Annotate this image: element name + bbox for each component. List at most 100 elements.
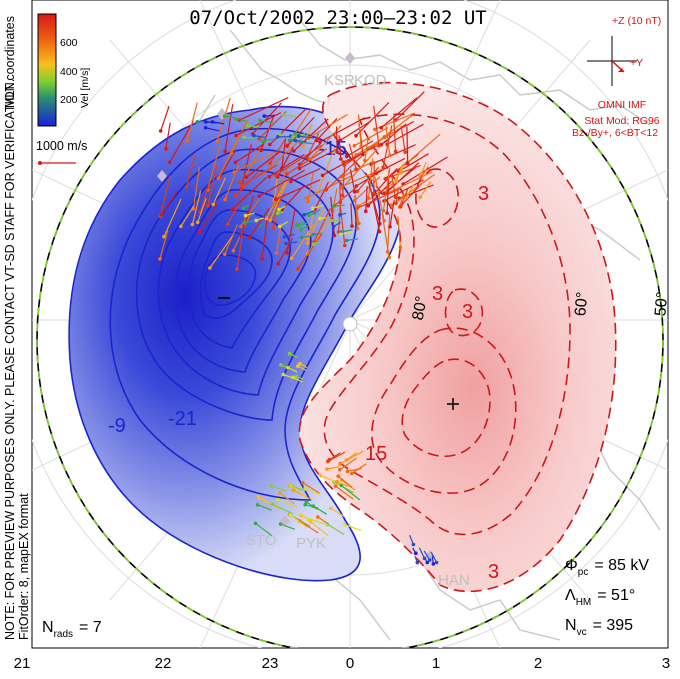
velocity-vector-origin: [243, 221, 247, 225]
station-han: HAN: [438, 572, 470, 589]
fit-order-note: FitOrder: 8, mapEX format: [17, 493, 31, 640]
velocity-vector-origin: [414, 551, 418, 555]
velocity-vector-origin: [289, 180, 293, 184]
velocity-vector-origin: [242, 136, 246, 140]
velocity-vector-origin: [239, 225, 243, 229]
velocity-vector-origin: [223, 114, 227, 118]
velocity-vector-origin: [162, 235, 166, 239]
velocity-vector-origin: [230, 208, 234, 212]
velocity-vector-origin: [330, 219, 334, 223]
velocity-vector-origin: [377, 144, 381, 148]
velocity-vector-origin: [238, 180, 242, 184]
velocity-vector-origin: [299, 228, 303, 232]
velocity-vector-origin: [367, 196, 371, 200]
velocity-vector: [337, 127, 338, 153]
velocity-vector-origin: [191, 223, 195, 227]
velocity-vector-origin: [260, 257, 264, 261]
velocity-vector-origin: [296, 364, 300, 368]
velocity-vector-origin: [364, 209, 368, 213]
velocity-vector-origin: [302, 213, 306, 217]
velocity-vector-origin: [305, 500, 309, 504]
velocity-vector-origin: [268, 218, 272, 222]
lat-label-50: 50°: [652, 291, 671, 317]
velocity-vector-origin: [361, 153, 365, 157]
contour-label-neg-21: -21: [168, 408, 197, 430]
mlt-tick-23: 23: [262, 655, 279, 672]
velocity-vector-origin: [345, 155, 349, 159]
imf-y-label: +Y: [630, 57, 643, 69]
contour-label-pos-15: 15: [365, 443, 387, 465]
velocity-vector-origin: [423, 557, 427, 561]
velocity-vector-origin: [299, 140, 303, 144]
velocity-vector-origin: [233, 194, 237, 198]
velocity-vector-origin: [318, 473, 322, 477]
velocity-vector-origin: [258, 119, 262, 123]
colorbar-tick-200: 200: [60, 94, 78, 106]
velocity-vector-origin: [306, 241, 310, 245]
velocity-vector-origin: [283, 235, 287, 239]
velocity-vector-origin: [418, 195, 422, 199]
velocity-vector-origin: [254, 522, 258, 526]
velocity-vector-origin: [235, 267, 239, 271]
velocity-vector-origin: [204, 126, 208, 130]
contour-label-pos-3a: 3: [478, 183, 489, 205]
velocity-vector-origin: [256, 503, 260, 507]
velocity-vector-origin: [385, 211, 389, 215]
velocity-vector-origin: [350, 472, 354, 476]
velocity-vector-origin: [230, 152, 234, 156]
velocity-vector-origin: [258, 194, 262, 198]
velocity-vector-origin: [325, 467, 329, 471]
velocity-vector-origin: [299, 514, 303, 518]
velocity-vector-origin: [306, 199, 310, 203]
velocity-vector-origin: [285, 251, 289, 255]
imf-stat-model: Stat Mod: RG96: [584, 115, 659, 127]
velocity-vector-origin: [276, 135, 280, 139]
mlt-axis: 21 22 23 0 1 2 3: [14, 655, 671, 672]
velocity-vector-origin: [412, 543, 416, 547]
velocity-vector-origin: [339, 233, 343, 237]
mlt-tick-21: 21: [14, 655, 31, 672]
imf-z-label: +Z (10 nT): [612, 15, 661, 27]
velocity-vector-origin: [246, 124, 250, 128]
velocity-vector-origin: [378, 230, 382, 234]
velocity-vector-origin: [406, 162, 410, 166]
contour-label-neg-9: -9: [108, 415, 126, 437]
mlt-tick-1: 1: [432, 655, 440, 672]
velocity-vector-origin: [276, 212, 280, 216]
velocity-vector-origin: [195, 120, 199, 124]
velocity-vector-origin: [208, 266, 212, 270]
scale-vector-dot: [38, 161, 42, 165]
velocity-vector-origin: [244, 214, 248, 218]
velocity-vector-origin: [284, 242, 288, 246]
velocity-vector-origin: [185, 185, 189, 189]
velocity-vector-origin: [324, 188, 328, 192]
velocity-vector-origin: [354, 167, 358, 171]
velocity-vector-origin: [286, 366, 290, 370]
velocity-vector-origin: [272, 226, 276, 230]
colorbar-label: Vel [m/s]: [79, 68, 91, 108]
velocity-vector-origin: [260, 139, 264, 143]
velocity-vector-origin: [198, 230, 202, 234]
velocity-vector-origin: [305, 196, 309, 200]
velocity-vector-origin: [312, 242, 316, 246]
velocity-vector-origin: [309, 157, 313, 161]
velocity-vector-origin: [378, 222, 382, 226]
velocity-vector-origin: [301, 145, 305, 149]
imf-bin: Bz-/By+, 6<BT<12: [572, 127, 658, 139]
velocity-vector-origin: [211, 120, 215, 124]
velocity-vector-origin: [350, 224, 354, 228]
velocity-vector-origin: [321, 174, 325, 178]
velocity-vector-origin: [399, 246, 403, 250]
velocity-vector-origin: [380, 126, 384, 130]
colorbar-tick-400: 400: [60, 66, 78, 78]
velocity-vector-origin: [279, 522, 283, 526]
contour-label-pos-3c: 3: [462, 301, 473, 323]
velocity-vector-origin: [268, 162, 272, 166]
velocity-vector-origin: [387, 256, 391, 260]
velocity-vector-origin: [259, 224, 263, 228]
velocity-vector-origin: [381, 166, 385, 170]
velocity-vector-origin: [242, 207, 246, 211]
velocity-vector-origin: [271, 503, 275, 507]
velocity-vector-origin: [338, 463, 342, 467]
velocity-vector-origin: [403, 150, 407, 154]
